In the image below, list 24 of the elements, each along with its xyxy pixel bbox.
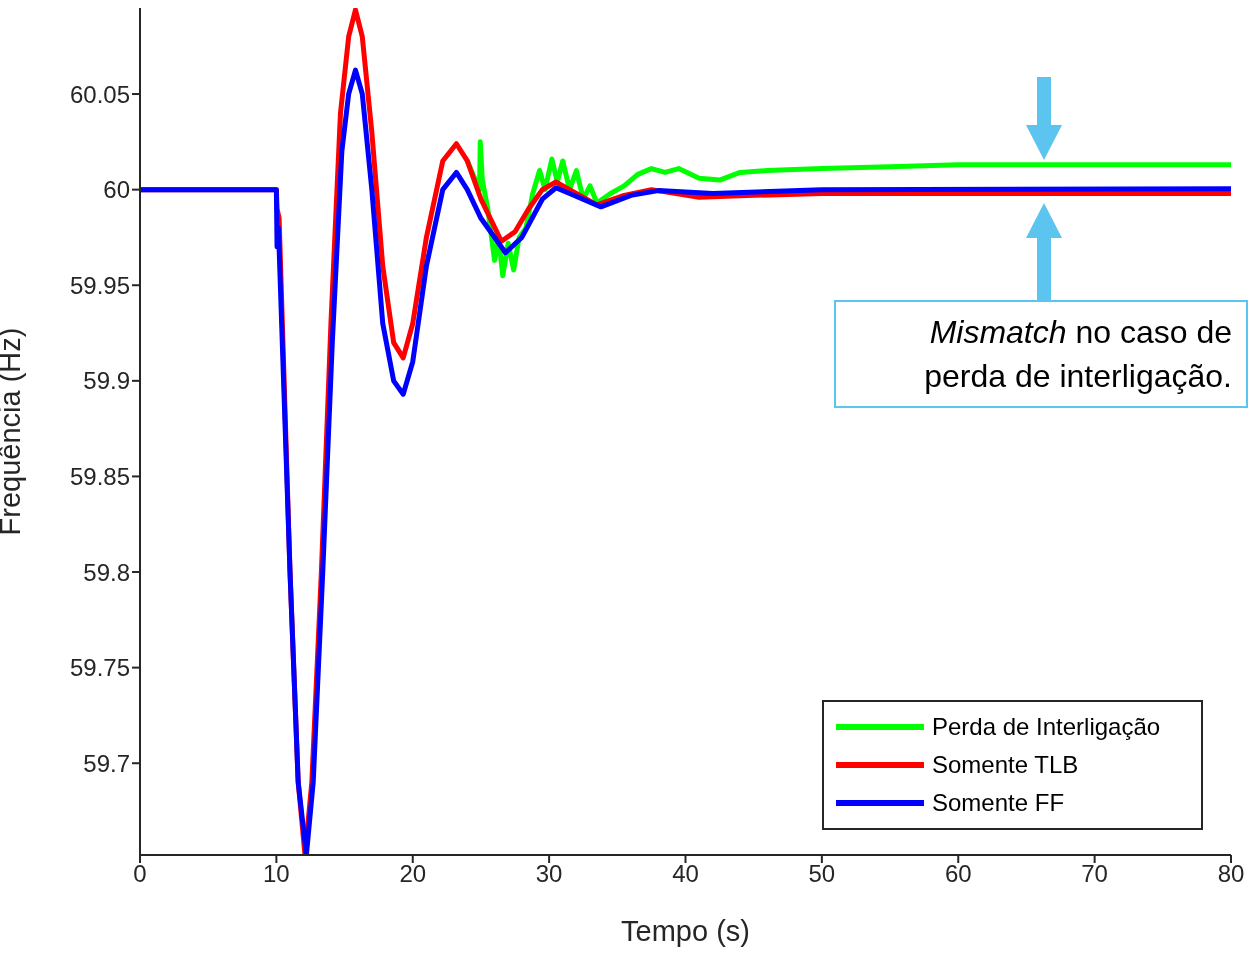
y-tick-label: 59.8 (83, 558, 130, 586)
y-axis-title: Frequência (Hz) (0, 327, 27, 536)
x-tick-label: 40 (672, 860, 699, 888)
legend-label: Somente TLB (932, 751, 1079, 779)
x-tick-label: 50 (808, 860, 836, 888)
annotation: Mismatch no caso de perda de interligação. (923, 313, 1232, 396)
y-tick-label: 60 (103, 176, 130, 204)
y-tick-label: 59.95 (69, 271, 130, 299)
y-tick-label: 59.9 (83, 367, 130, 395)
y-tick-label: 59.75 (69, 654, 130, 682)
x-axis-title: Tempo (s) (621, 915, 750, 947)
y-tick-label: 59.7 (83, 749, 130, 777)
legend-label: Perda de Interligação (932, 713, 1161, 741)
x-tick-label: 10 (263, 860, 290, 888)
x-tick-label: 20 (399, 860, 427, 888)
x-tick-label: 0 (133, 860, 147, 888)
x-tick-label: 70 (1081, 860, 1108, 888)
y-tick-label: 60.05 (69, 80, 130, 108)
legend-label: Somente FF (932, 789, 1065, 817)
y-tick-label: 59.85 (69, 462, 130, 490)
x-tick-label: 80 (1217, 860, 1245, 888)
x-tick-label: 30 (535, 860, 563, 888)
x-tick-label: 60 (944, 860, 972, 888)
text-box: Mismatch no caso de perda de interligação. (834, 300, 1248, 408)
